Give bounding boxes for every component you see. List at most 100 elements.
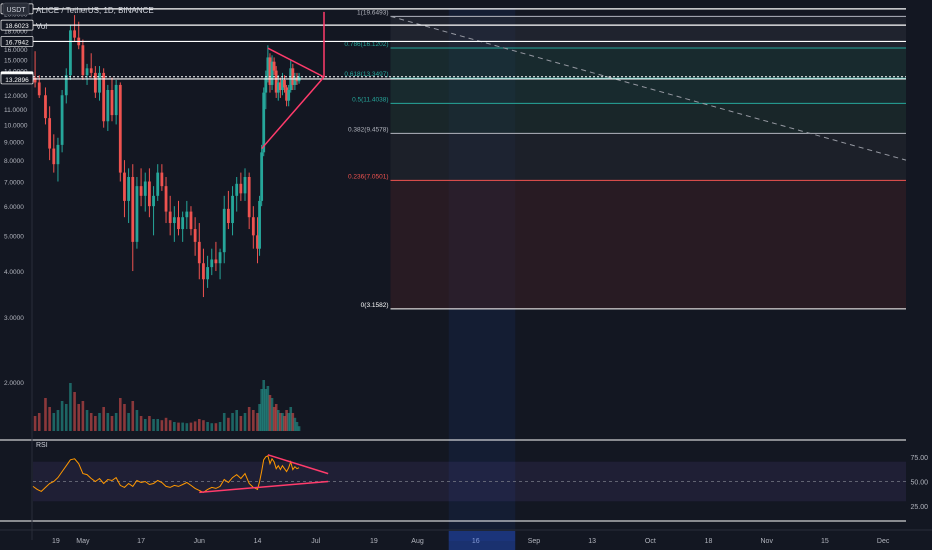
candle-body [272,61,276,71]
price-badge-label: 18.6023 [5,23,29,30]
candle-body [102,72,106,122]
volume-bar [181,422,184,431]
candle-body [127,176,131,201]
fib-level-label: 1(19.6493) [357,9,388,16]
volume-bar [266,386,270,431]
volume-bar [295,422,299,431]
volume-bar [252,410,255,431]
price-axis-label: 12.0000 [4,93,28,100]
volume-bar [135,410,139,431]
candle-body [156,172,160,196]
candle-body [56,144,60,165]
x-axis-label: 18 [705,538,713,545]
price-axis-label: 5.0000 [4,233,24,240]
volume-bar [139,416,143,431]
candle-body [268,57,272,85]
volume-bar [247,407,251,431]
candle-body [210,259,214,268]
price-axis-label: 11.0000 [4,107,27,114]
price-axis-label: 16.0000 [4,47,28,54]
volume-bar [227,417,230,431]
candle-body [64,75,68,96]
candle-body [206,267,209,280]
candle-body [266,57,270,78]
candle-body [239,183,243,194]
volume-bar [260,389,263,431]
currency-badge[interactable] [2,2,30,16]
volume-bar [258,404,261,431]
x-axis-label: 17 [137,538,145,545]
candle-body [98,72,101,93]
x-axis-label: Dec [877,538,890,545]
rsi-band-fill [33,461,906,502]
triangle-upper-line [267,47,325,78]
candle-body [262,92,266,153]
fib-zone [390,48,906,79]
volume-bar [210,423,214,431]
price-badge-label: 13.2896 [5,77,29,84]
candle-body [148,181,151,207]
volume-bar [173,422,176,431]
x-axis-label: 19 [370,538,378,545]
price-axis-label: 9.0000 [4,139,24,146]
x-axis-label: 15 [821,538,829,545]
volume-bar [77,404,81,431]
volume-bar [52,413,56,431]
price-axis-label: 8.0000 [4,158,24,165]
rsi-axis-label: 50.00 [910,480,928,487]
candle-body [283,79,286,88]
price-badge [0,73,34,85]
candle-body [222,208,226,253]
volume-bar [110,416,114,431]
volume-bar [64,404,68,431]
volume-bar [276,410,280,431]
x-axis-label: Nov [761,538,774,545]
volume-bar [197,419,201,431]
price-axis-label: 15.0000 [4,58,28,65]
price-axis-label: 2.0000 [4,380,24,387]
volume-bar [243,413,247,431]
currency-badge-label: USDT [6,7,26,14]
fib-zone [390,180,906,309]
volume-bar [119,398,122,431]
candle-body [152,195,155,207]
candle-body [291,68,295,85]
candle-body [33,77,37,83]
price-badge [0,19,34,31]
volume-bar [289,407,293,431]
candle-body [114,84,118,116]
volume-bar [214,423,218,431]
candle-body [202,263,205,280]
candle-body [287,90,291,101]
candle-body [264,77,268,93]
x-axis-label: Sep [528,538,541,545]
volume-bar [268,395,272,431]
x-axis-label: 13 [588,538,596,545]
fib-zone [390,103,906,134]
volume-bar [89,413,93,431]
volume-bar [60,401,64,431]
volume-bar [156,419,160,431]
volume-bar [239,416,243,431]
candle-body [118,84,122,173]
price-axis-label: 7.0000 [4,179,24,186]
x-axis-label: 16 [472,538,480,545]
fib-zone [390,78,906,104]
volume-bar [218,422,222,431]
candle-body [189,211,193,230]
fib-zone [390,16,906,49]
candle-body [89,68,93,73]
candle-body [285,87,288,101]
candle-body [168,211,172,224]
volume-bar [264,389,268,431]
candle-body [164,186,168,212]
candle-body [52,148,56,165]
price-badge [0,36,34,47]
volume-bar [285,410,288,431]
fib-zone [390,133,906,181]
volume-bar [202,420,205,431]
volume-bar [152,419,155,431]
volume-bar [164,417,168,431]
x-axis-label: Oct [645,538,656,545]
